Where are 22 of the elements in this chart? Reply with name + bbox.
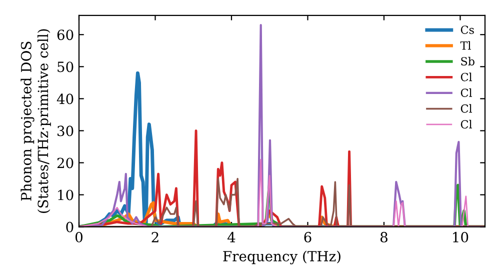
x-axis-title: Frequency (THz) <box>223 250 340 264</box>
legend-label: Cs <box>460 26 474 34</box>
x-tick-label: 10 <box>453 232 468 242</box>
y-tick-label: 20 <box>57 158 74 168</box>
x-tick-label: 8 <box>380 232 388 242</box>
x-tick-label: 6 <box>304 232 312 242</box>
x-tick-label: 4 <box>227 232 236 242</box>
y-tick-label: 10 <box>58 190 74 200</box>
x-tick-label: 0 <box>75 232 82 242</box>
y-tick-label: 40 <box>56 94 74 104</box>
y-tick-label: 30 <box>58 126 74 136</box>
legend-label: Cl <box>460 72 472 82</box>
x-tick-label: 2 <box>152 232 158 242</box>
y-tick-label: 60 <box>57 30 74 40</box>
legend-label: Sb <box>461 56 474 66</box>
y-axis-title: Phonon projected DOS (States/THz·primitive cell) <box>20 29 51 213</box>
legend-label: Cl <box>460 88 472 98</box>
legend-label: Cl <box>460 104 472 113</box>
legend-label: Cl <box>460 120 472 129</box>
y-tick-label: 50 <box>58 62 74 72</box>
y-tick-label: 0 <box>66 222 74 232</box>
legend-label: Tl <box>460 41 471 50</box>
